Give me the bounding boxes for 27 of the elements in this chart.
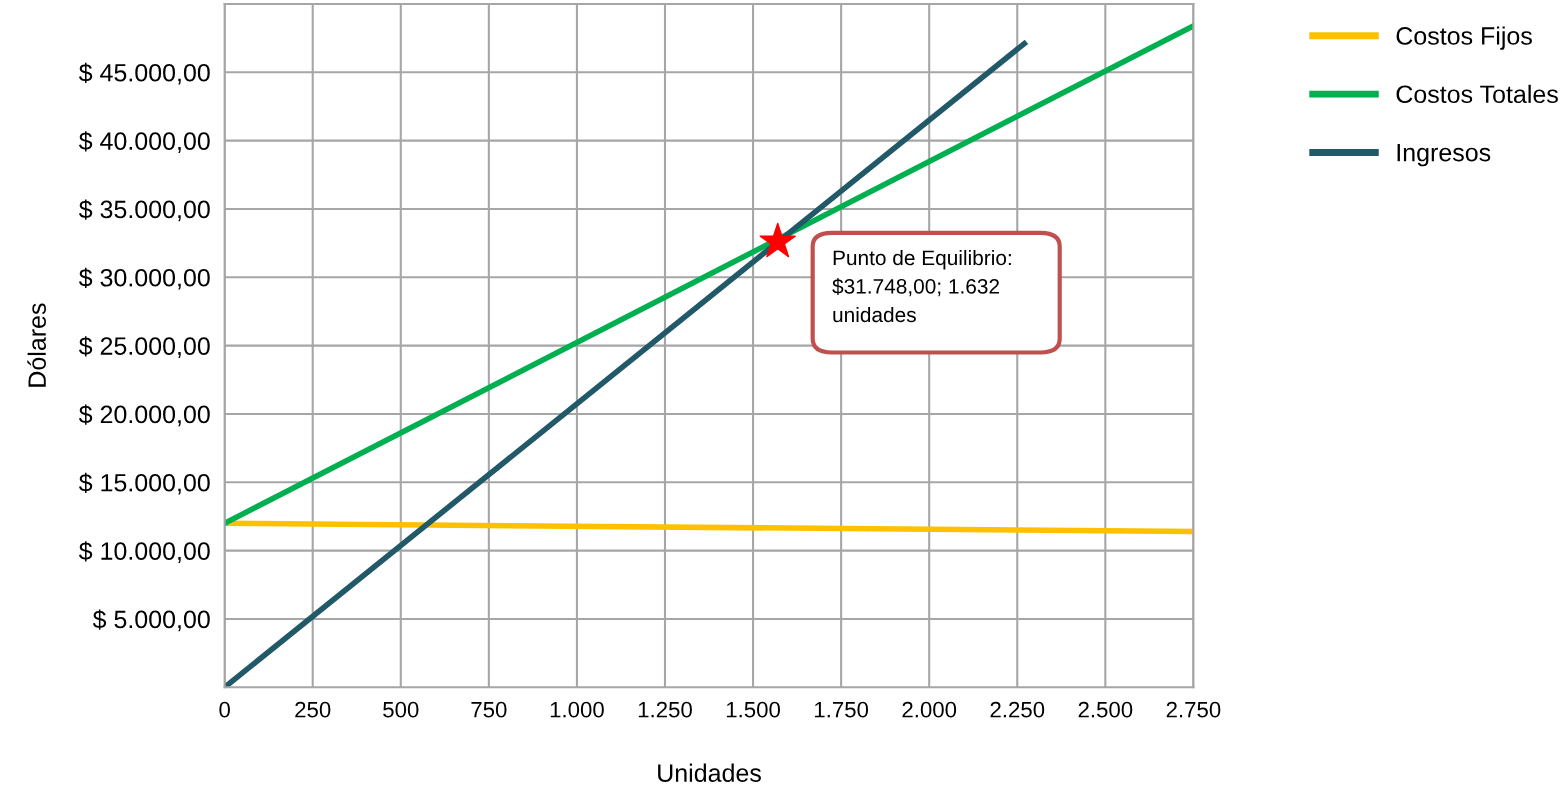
y-tick-label: $ 10.000,00: [78, 541, 210, 563]
x-tick-label: 0: [219, 701, 230, 718]
legend-label: Ingresos: [1397, 143, 1491, 167]
y-tick-label: $ 30.000,00: [78, 267, 210, 290]
y-tick-label: $ 40.000,00: [78, 131, 210, 153]
x-tick-label: 500: [383, 701, 419, 718]
x-tick-label: 1.750: [815, 701, 869, 718]
y-tick-label: $ 35.000,00: [78, 199, 210, 222]
x-tick-label: 250: [295, 701, 331, 718]
x-tick-label: 2.250: [990, 701, 1045, 718]
x-tick-label: 2.750: [1166, 701, 1221, 718]
legend-label: Costos Totales: [1396, 84, 1558, 104]
x-tick-label: 750: [471, 701, 507, 718]
legend-label: Costos Fijos: [1396, 26, 1532, 50]
x-axis-title: Unidades: [658, 763, 761, 782]
annotation: Punto de Equilibrio: $31.748,00; 1.632 unidades: [832, 249, 1011, 323]
y-tick-label: $ 5.000,00: [92, 609, 210, 632]
x-tick-label: 2.000: [902, 701, 957, 718]
y-tick-label: $ 20.000,00: [78, 404, 210, 427]
x-tick-label: 2.500: [1078, 701, 1133, 718]
y-axis-title: Dólares: [27, 303, 46, 387]
y-tick-label: $ 25.000,00: [78, 336, 210, 358]
x-tick-label: 1.250: [638, 701, 692, 718]
y-tick-label: $ 45.000,00: [78, 62, 210, 85]
x-tick-label: 1.000: [550, 701, 604, 718]
x-tick-label: 1.500: [726, 701, 780, 718]
y-tick-label: $ 15.000,00: [78, 472, 210, 495]
